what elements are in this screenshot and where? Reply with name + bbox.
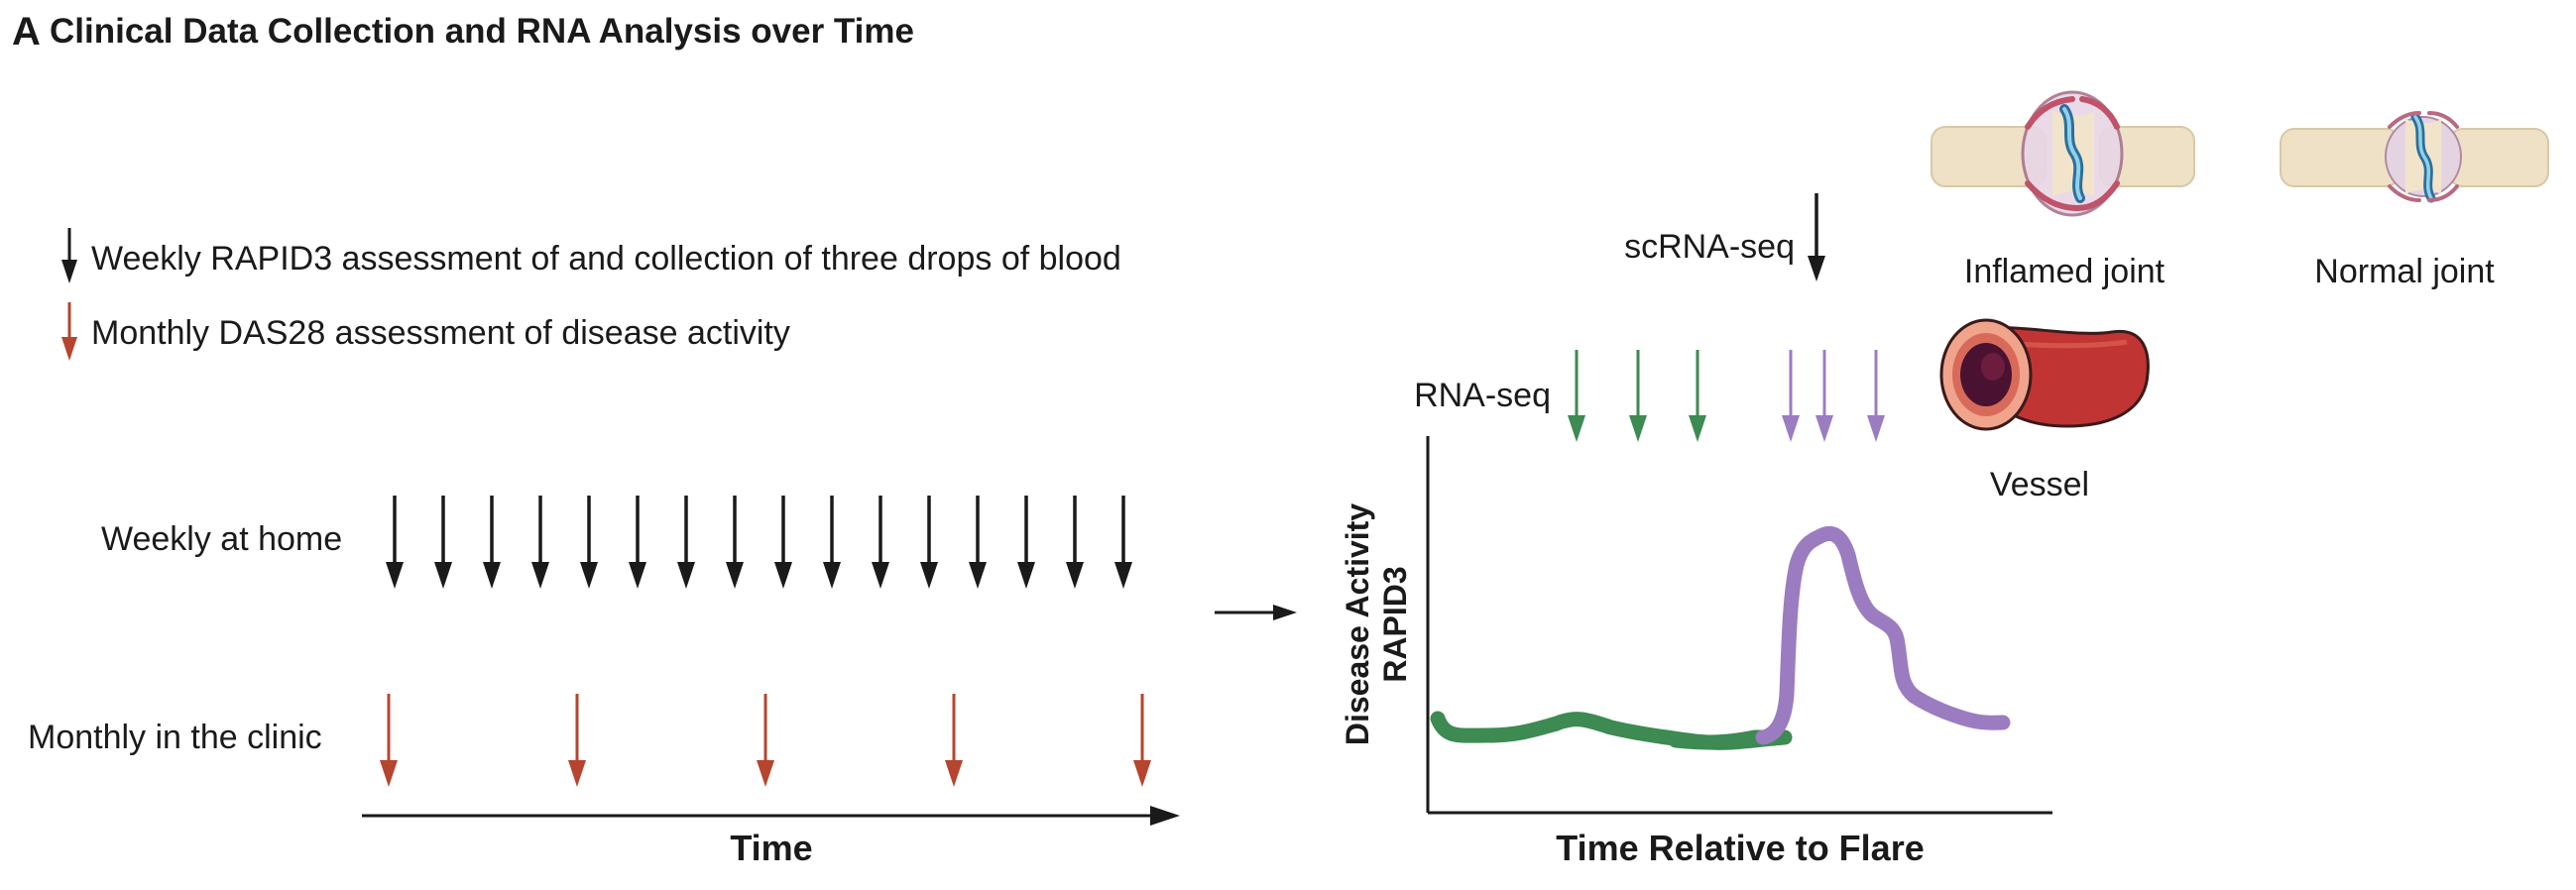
weekly-arrow xyxy=(629,496,646,589)
panel-letter: A xyxy=(12,10,41,54)
rna-seq-arrow-baseline xyxy=(1568,350,1585,442)
weekly-arrow xyxy=(726,496,744,589)
rna-seq-arrow-flare xyxy=(1782,350,1800,442)
flare-ylabel-line2: RAPID3 xyxy=(1377,566,1413,682)
rna-seq-arrow-flare xyxy=(1867,350,1885,442)
legend-weekly-text: Weekly RAPID3 assessment of and collecti… xyxy=(91,240,1121,278)
baseline-curve-tail xyxy=(1668,729,1771,750)
weekly-arrow xyxy=(774,496,792,589)
monthly-arrow xyxy=(945,694,963,787)
weekly-arrow xyxy=(1114,496,1132,589)
flare-curve xyxy=(1755,525,2011,745)
weekly-arrows xyxy=(386,496,1132,589)
weekly-arrow xyxy=(677,496,695,589)
vessel-label: Vessel xyxy=(1990,466,2089,503)
weekly-arrow xyxy=(386,496,404,589)
time-axis xyxy=(362,806,1180,826)
monthly-in-clinic-label: Monthly in the clinic xyxy=(28,719,322,756)
inflamed-joint-label: Inflamed joint xyxy=(1964,253,2166,290)
monthly-arrow xyxy=(1133,694,1151,787)
rna-seq-label: RNA-seq xyxy=(1414,377,1551,414)
vessel-illustration xyxy=(1939,318,2150,431)
monthly-arrow xyxy=(757,694,774,787)
weekly-arrow xyxy=(580,496,598,589)
monthly-arrow xyxy=(568,694,586,787)
weekly-at-home-label: Weekly at home xyxy=(101,520,342,558)
weekly-arrow xyxy=(1066,496,1084,589)
rna-seq-arrows xyxy=(1568,350,1885,442)
scrna-seq-arrow xyxy=(1808,193,1825,281)
legend-monthly-text: Monthly DAS28 assessment of disease acti… xyxy=(91,314,790,352)
flare-xlabel: Time Relative to Flare xyxy=(1556,828,1924,868)
flare-ylabel-line1: Disease Activity xyxy=(1340,503,1375,745)
connector-arrow xyxy=(1215,605,1297,620)
flare-plot-axes xyxy=(1426,436,2052,815)
weekly-arrow xyxy=(872,496,889,589)
scrna-seq-label: scRNA-seq xyxy=(1624,228,1795,266)
rna-seq-arrow-flare xyxy=(1815,350,1833,442)
monthly-arrow xyxy=(380,694,398,787)
rna-seq-arrow-baseline xyxy=(1689,350,1706,442)
inflamed-joint-illustration xyxy=(1931,90,2195,217)
weekly-arrow xyxy=(531,496,549,589)
normal-joint-label: Normal joint xyxy=(2314,253,2495,290)
legend-weekly-arrow xyxy=(61,228,77,283)
weekly-arrow xyxy=(483,496,501,589)
legend-monthly-arrow xyxy=(61,302,77,361)
weekly-arrow xyxy=(969,496,987,589)
rna-seq-arrow-baseline xyxy=(1629,350,1647,442)
panel-title: Clinical Data Collection and RNA Analysi… xyxy=(50,12,914,51)
weekly-arrow xyxy=(823,496,841,589)
weekly-arrow xyxy=(920,496,938,589)
time-axis-label: Time xyxy=(730,828,812,868)
weekly-arrow xyxy=(1017,496,1035,589)
monthly-arrows xyxy=(380,694,1151,787)
normal-joint-illustration xyxy=(2280,111,2549,203)
weekly-arrow xyxy=(434,496,452,589)
